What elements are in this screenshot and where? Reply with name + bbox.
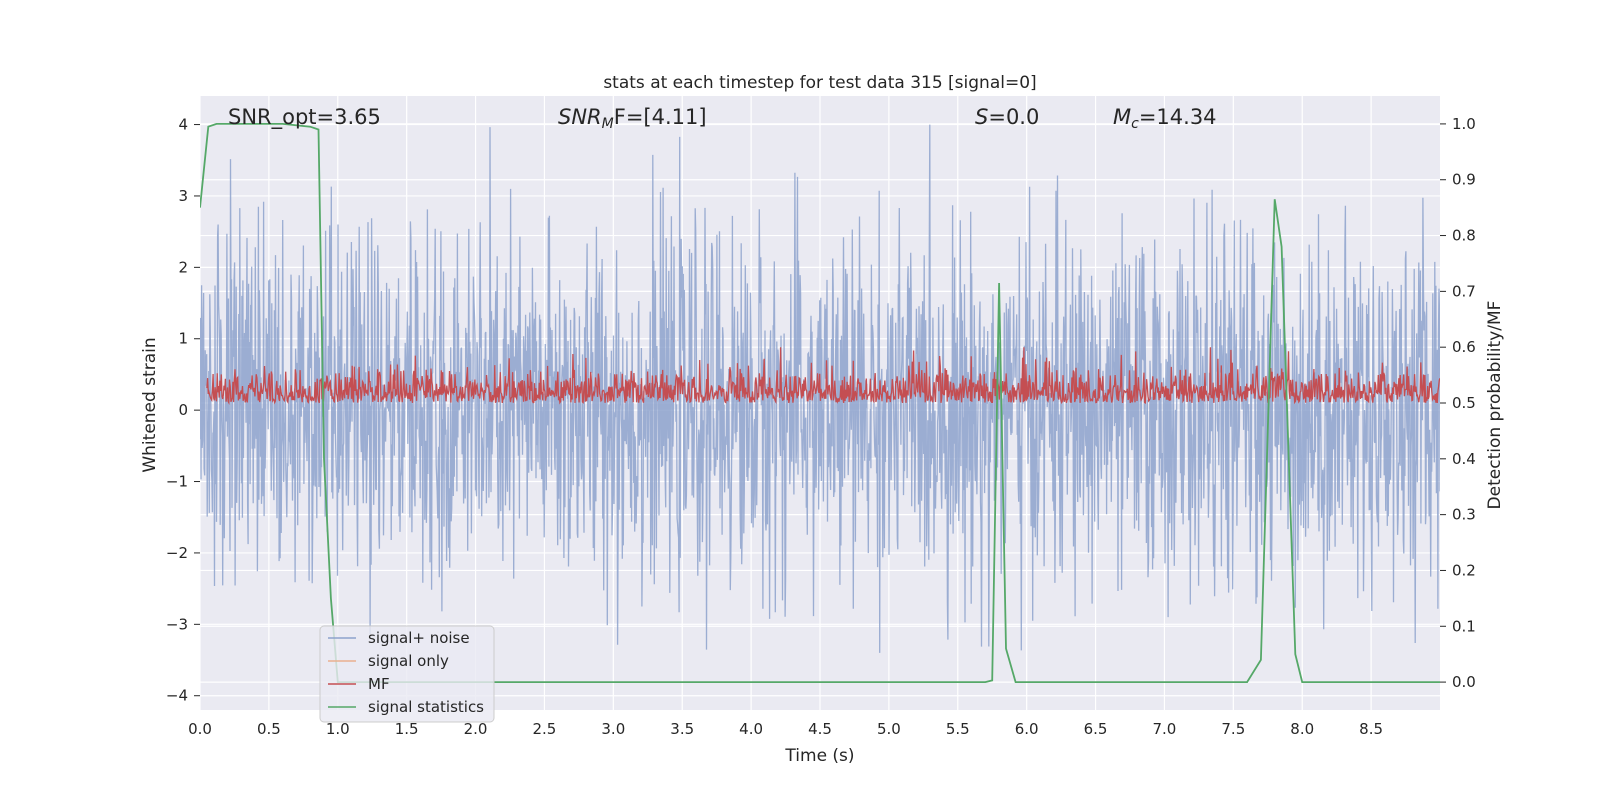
x-tick-label: 7.0 <box>1153 720 1177 738</box>
y-tick-label-right: 0.2 <box>1452 561 1476 579</box>
annotation-s-rest: =0.0 <box>988 105 1039 129</box>
x-tick-label: 3.0 <box>601 720 625 738</box>
series-layer <box>200 123 1440 683</box>
y-tick-label-right: 0.0 <box>1452 673 1476 691</box>
x-tick-label: 8.0 <box>1290 720 1314 738</box>
x-tick-label: 1.0 <box>326 720 350 738</box>
x-tick-label: 1.5 <box>395 720 419 738</box>
annotation-mc: Mc=14.34 <box>1113 105 1217 132</box>
y-tick-label-left: −4 <box>166 687 188 705</box>
annotation-s: S=0.0 <box>975 105 1039 129</box>
legend-label-signal-only: signal only <box>368 652 449 670</box>
annotation-snr-mf-base: SNR <box>558 105 602 129</box>
annotation-mc-base: M <box>1113 105 1131 129</box>
x-tick-label: 2.5 <box>533 720 557 738</box>
series-signal-statistics <box>200 123 1440 683</box>
x-tick-label: 8.5 <box>1359 720 1383 738</box>
y-tick-label-right: 0.4 <box>1452 450 1476 468</box>
x-tick-label: 6.5 <box>1084 720 1108 738</box>
y-tick-label-left: −1 <box>166 473 188 491</box>
legend-label-mf: MF <box>368 675 390 693</box>
y-tick-label-right: 0.5 <box>1452 394 1476 412</box>
legend-label-signal-noise: signal+ noise <box>368 629 470 647</box>
y-tick-label-right: 0.8 <box>1452 227 1476 245</box>
annotation-snr-mf-sub: M <box>602 116 614 132</box>
chart-title: stats at each timestep for test data 315… <box>603 73 1036 93</box>
x-tick-label: 0.0 <box>188 720 212 738</box>
x-tick-label: 5.5 <box>946 720 970 738</box>
annotation-s-italic: S <box>975 105 988 129</box>
x-axis-label: Time (s) <box>784 746 854 766</box>
x-tick-label: 6.0 <box>1015 720 1039 738</box>
annotation-mc-rest: =14.34 <box>1139 105 1217 129</box>
annotation-snr-mf: SNRMF=[4.11] <box>558 105 707 132</box>
x-tick-label: 7.5 <box>1221 720 1245 738</box>
x-tick-label: 5.0 <box>877 720 901 738</box>
series-mf <box>206 347 1440 406</box>
x-tick-label: 4.0 <box>739 720 763 738</box>
legend: signal+ noise signal only MF signal stat… <box>319 625 495 723</box>
legend-box <box>319 625 495 723</box>
y-tick-label-left: 1 <box>178 330 188 348</box>
y-tick-label-right: 1.0 <box>1452 115 1476 133</box>
y-axis-label-left: Whitened strain <box>140 337 160 472</box>
annotation-snr-mf-rest: F=[4.11] <box>614 105 707 129</box>
y-tick-label-left: 4 <box>178 116 188 134</box>
y-tick-label-right: 0.3 <box>1452 506 1476 524</box>
x-tick-label: 3.5 <box>670 720 694 738</box>
annotation-mc-sub: c <box>1131 116 1139 132</box>
y-tick-label-right: 0.6 <box>1452 338 1476 356</box>
y-tick-label-right: 0.1 <box>1452 617 1476 635</box>
y-tick-label-right: 0.7 <box>1452 282 1476 300</box>
x-tick-label: 2.0 <box>464 720 488 738</box>
x-tick-label: 4.5 <box>808 720 832 738</box>
y-tick-label-left: 3 <box>178 187 188 205</box>
y-tick-label-left: 0 <box>178 401 188 419</box>
y-tick-label-left: −3 <box>166 615 188 633</box>
annotation-snr-opt: SNR_opt=3.65 <box>228 105 381 130</box>
y-tick-label-left: 2 <box>178 258 188 276</box>
y-axis-label-right: Detection probability/MF <box>1485 301 1505 510</box>
ticks: 0.0 0.5 1.0 1.5 2.0 2.5 3.0 3.5 4.0 4.5 5.0 5.5 6.0 6… <box>166 115 1476 738</box>
y-tick-label-left: −2 <box>166 544 188 562</box>
y-tick-label-right: 0.9 <box>1452 171 1476 189</box>
legend-label-signal-statistics: signal statistics <box>368 698 484 716</box>
x-tick-label: 0.5 <box>257 720 281 738</box>
